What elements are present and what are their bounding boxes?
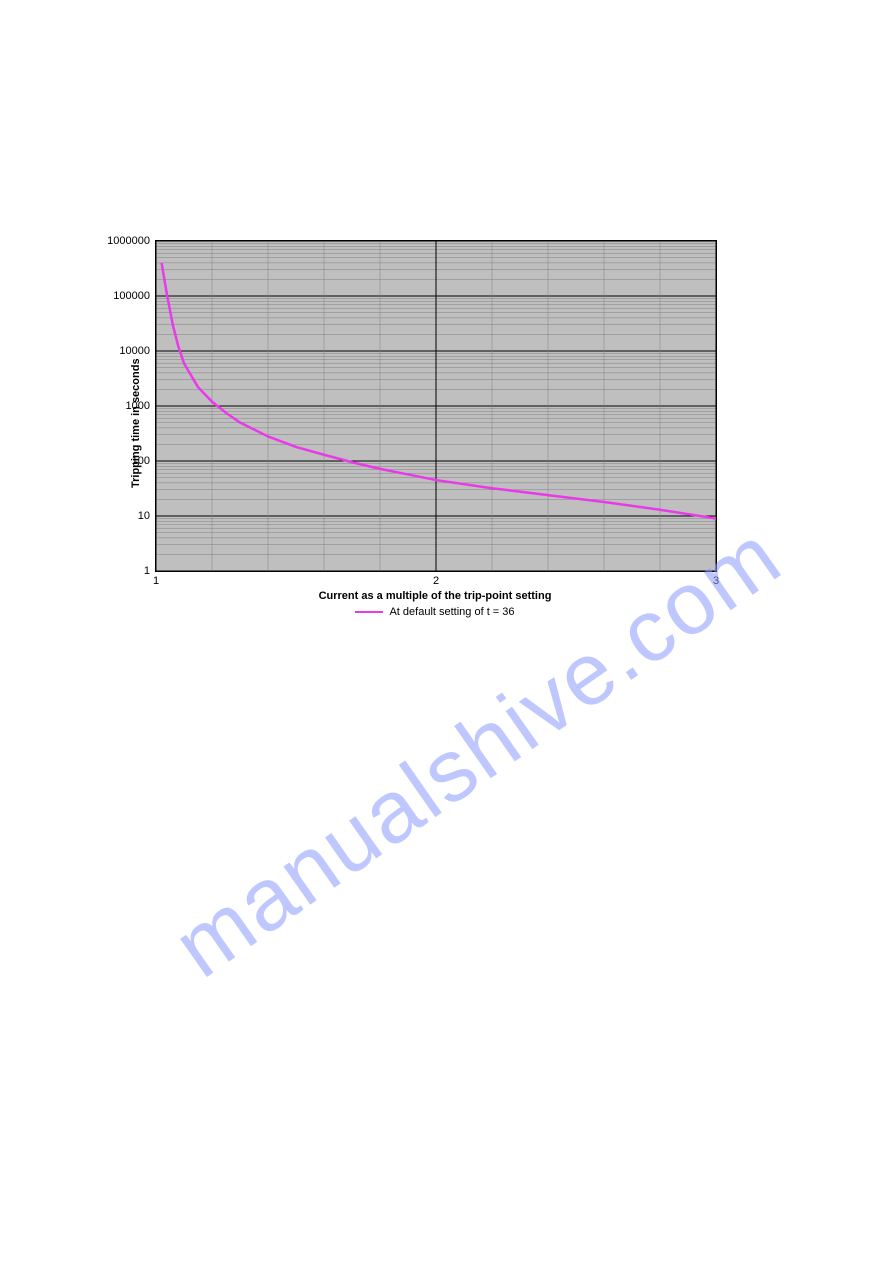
y-axis-label: Tripping time in seconds: [130, 358, 142, 488]
y-tick-label: 1000000: [107, 235, 150, 247]
legend: At default setting of t = 36: [155, 606, 715, 618]
x-tick-label: 3: [713, 575, 719, 587]
y-tick-label: 1: [144, 565, 150, 577]
watermark: manualshive.com: [155, 504, 799, 998]
legend-line-sample: [355, 611, 383, 613]
x-tick-label: 2: [433, 575, 439, 587]
chart-svg: [156, 241, 716, 571]
x-tick-label: 1: [153, 575, 159, 587]
x-axis-label: Current as a multiple of the trip-point …: [155, 590, 715, 602]
y-tick-label: 100000: [113, 290, 150, 302]
y-tick-label: 10: [138, 510, 150, 522]
y-tick-label: 10000: [119, 345, 150, 357]
trip-time-chart: 1101001000100001000001000000123 Tripping…: [155, 240, 717, 572]
legend-text: At default setting of t = 36: [389, 606, 514, 618]
plot-area: 1101001000100001000001000000123: [155, 240, 717, 572]
